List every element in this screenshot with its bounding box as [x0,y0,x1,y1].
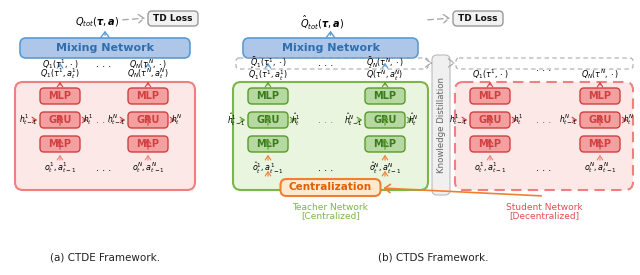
FancyBboxPatch shape [280,179,381,196]
Text: . . .: . . . [97,59,111,69]
FancyBboxPatch shape [128,112,168,128]
FancyBboxPatch shape [40,112,80,128]
Text: $h_{t-1}^N$: $h_{t-1}^N$ [559,112,577,127]
Text: MLP: MLP [257,91,280,101]
FancyBboxPatch shape [40,88,80,104]
Text: $\hat{h}_t^N$: $\hat{h}_t^N$ [408,112,419,128]
Text: MLP: MLP [49,91,72,101]
Text: MLP: MLP [374,139,397,149]
Text: . . .: . . . [536,115,552,125]
Text: $o_t^N, a_{t-1}^N$: $o_t^N, a_{t-1}^N$ [584,161,616,175]
Text: $h_{t-1}^1$: $h_{t-1}^1$ [19,112,37,127]
Text: MLP: MLP [49,139,72,149]
Text: $h_{t-1}^1$: $h_{t-1}^1$ [449,112,467,127]
Text: Mixing Network: Mixing Network [56,43,154,53]
Text: $\bar{Q}_1(\tau^1,\cdot)$: $\bar{Q}_1(\tau^1,\cdot)$ [250,56,286,70]
Text: Student Network: Student Network [506,202,582,211]
FancyBboxPatch shape [432,55,450,195]
Text: $\hat{h}_{t-1}^1$: $\hat{h}_{t-1}^1$ [227,112,245,128]
FancyBboxPatch shape [15,82,195,190]
FancyBboxPatch shape [248,112,288,128]
Text: TD Loss: TD Loss [458,14,498,23]
Text: $\hat{h}_t^1$: $\hat{h}_t^1$ [291,112,301,128]
Text: MLP: MLP [589,139,611,149]
Text: $\hat{Q}_{tot}(\boldsymbol{\tau}, \boldsymbol{a})$: $\hat{Q}_{tot}(\boldsymbol{\tau}, \bolds… [300,13,344,31]
FancyBboxPatch shape [470,112,510,128]
FancyBboxPatch shape [453,11,503,26]
Text: $h_t^N$: $h_t^N$ [623,112,634,127]
Text: . . .: . . . [536,163,552,173]
Text: GRU: GRU [136,115,160,125]
FancyBboxPatch shape [470,88,510,104]
Text: $\hat{Q}_1(\tau^1,a_t^1)$: $\hat{Q}_1(\tau^1,a_t^1)$ [248,65,288,82]
FancyBboxPatch shape [470,136,510,152]
Text: $\hat{o}_t^N, a_{t-1}^N$: $\hat{o}_t^N, a_{t-1}^N$ [369,161,401,175]
Text: GRU: GRU [256,115,280,125]
Text: GRU: GRU [478,115,502,125]
Text: $o_t^N, a_{t-1}^N$: $o_t^N, a_{t-1}^N$ [132,161,164,175]
Text: $Q_N(\tau^N,a_t^N)$: $Q_N(\tau^N,a_t^N)$ [127,67,169,81]
Text: . . .: . . . [536,63,552,73]
Text: (a) CTDE Framework.: (a) CTDE Framework. [50,253,160,263]
Text: Mixing Network: Mixing Network [282,43,380,53]
Text: $\hat{Q}(\tau^N,a_t^N)$: $\hat{Q}(\tau^N,a_t^N)$ [366,65,404,82]
FancyBboxPatch shape [455,82,633,190]
FancyBboxPatch shape [365,112,405,128]
FancyBboxPatch shape [128,88,168,104]
Text: MLP: MLP [479,91,502,101]
FancyBboxPatch shape [128,136,168,152]
Text: [Decentralized]: [Decentralized] [509,211,579,221]
Text: MLP: MLP [136,91,159,101]
Text: MLP: MLP [374,91,397,101]
Text: $h_t^1$: $h_t^1$ [83,112,93,127]
Text: $Q_1(\tau^1,\cdot)$: $Q_1(\tau^1,\cdot)$ [472,67,508,81]
Text: $Q_N(\tau^N,\cdot)$: $Q_N(\tau^N,\cdot)$ [129,57,167,71]
FancyBboxPatch shape [248,136,288,152]
Text: $h_t^1$: $h_t^1$ [513,112,524,127]
Text: MLP: MLP [589,91,611,101]
FancyBboxPatch shape [20,38,190,58]
Text: $Q_1(\tau^1,a_t^1)$: $Q_1(\tau^1,a_t^1)$ [40,67,80,81]
Text: (b) CTDS Framework.: (b) CTDS Framework. [378,253,488,263]
Text: $\hat{o}_t^1, a_{t-1}^1$: $\hat{o}_t^1, a_{t-1}^1$ [252,161,284,175]
FancyBboxPatch shape [248,88,288,104]
Text: Teacher Network: Teacher Network [292,202,369,211]
FancyBboxPatch shape [243,38,418,58]
Text: $h_t^N$: $h_t^N$ [171,112,182,127]
Text: $o_t^1, a_{t-1}^1$: $o_t^1, a_{t-1}^1$ [474,161,506,175]
Text: . . .: . . . [318,58,333,68]
Text: Knowledge Distillation: Knowledge Distillation [436,77,445,173]
Text: [Centralized]: [Centralized] [301,211,360,221]
Text: . . .: . . . [97,115,111,125]
Text: GRU: GRU [588,115,612,125]
Text: MLP: MLP [136,139,159,149]
FancyBboxPatch shape [365,88,405,104]
Text: . . .: . . . [97,163,111,173]
Text: $Q_N(\tau^N,\cdot)$: $Q_N(\tau^N,\cdot)$ [581,67,619,81]
Text: . . .: . . . [318,163,333,173]
FancyBboxPatch shape [40,136,80,152]
Text: TD Loss: TD Loss [153,14,193,23]
Text: $o_t^1, a_{t-1}^1$: $o_t^1, a_{t-1}^1$ [44,161,76,175]
FancyBboxPatch shape [148,11,198,26]
Text: MLP: MLP [257,139,280,149]
Text: $Q_1(\tau^1,\cdot)$: $Q_1(\tau^1,\cdot)$ [42,57,78,71]
Text: $\bar{Q}_N(\tau^N,\cdot)$: $\bar{Q}_N(\tau^N,\cdot)$ [366,56,404,70]
FancyBboxPatch shape [580,88,620,104]
Text: MLP: MLP [479,139,502,149]
Text: GRU: GRU [48,115,72,125]
FancyBboxPatch shape [580,136,620,152]
Text: $Q_{tot}(\boldsymbol{\tau}, \boldsymbol{a})$: $Q_{tot}(\boldsymbol{\tau}, \boldsymbol{… [75,15,119,29]
Text: Centralization: Centralization [289,183,372,192]
FancyBboxPatch shape [233,82,428,190]
FancyBboxPatch shape [580,112,620,128]
FancyBboxPatch shape [365,136,405,152]
Text: GRU: GRU [373,115,397,125]
Text: $\hat{h}_{t-1}^N$: $\hat{h}_{t-1}^N$ [344,112,362,128]
Text: $h_{t-1}^N$: $h_{t-1}^N$ [107,112,125,127]
Text: . . .: . . . [318,115,333,125]
